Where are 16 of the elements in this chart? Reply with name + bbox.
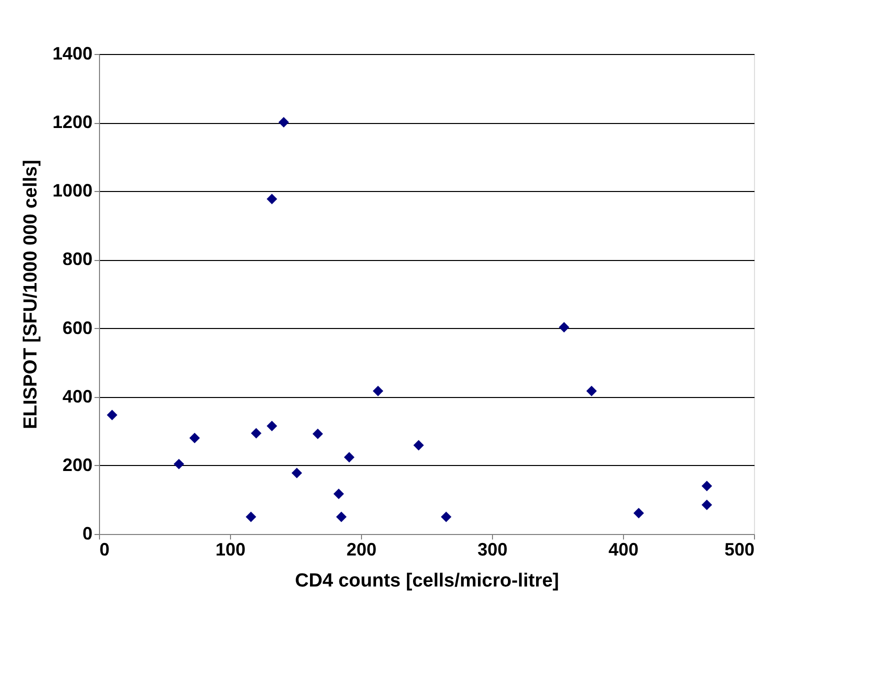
y-tick-label: 1400 (52, 44, 92, 64)
y-tick-label: 1000 (52, 180, 92, 201)
y-tick-label: 200 (62, 454, 92, 475)
x-tick-label: 500 (724, 540, 754, 560)
y-tick-label: 0 (82, 524, 92, 544)
y-tick-label: 1200 (52, 112, 92, 132)
y-axis-title: ELISPOT [SFU/1000 000 cells] (20, 160, 42, 430)
x-tick-label: 0 (100, 540, 110, 560)
x-tick-label: 100 (215, 540, 246, 560)
y-tick-label: 600 (62, 318, 92, 338)
x-tick-label: 300 (477, 540, 508, 560)
x-axis-title: CD4 counts [cells/micro-litre] (295, 570, 559, 592)
x-tick-label: 200 (346, 540, 377, 560)
y-tick-label: 800 (62, 249, 92, 270)
y-tick-label: 400 (62, 386, 92, 406)
x-tick-label: 400 (608, 540, 639, 560)
